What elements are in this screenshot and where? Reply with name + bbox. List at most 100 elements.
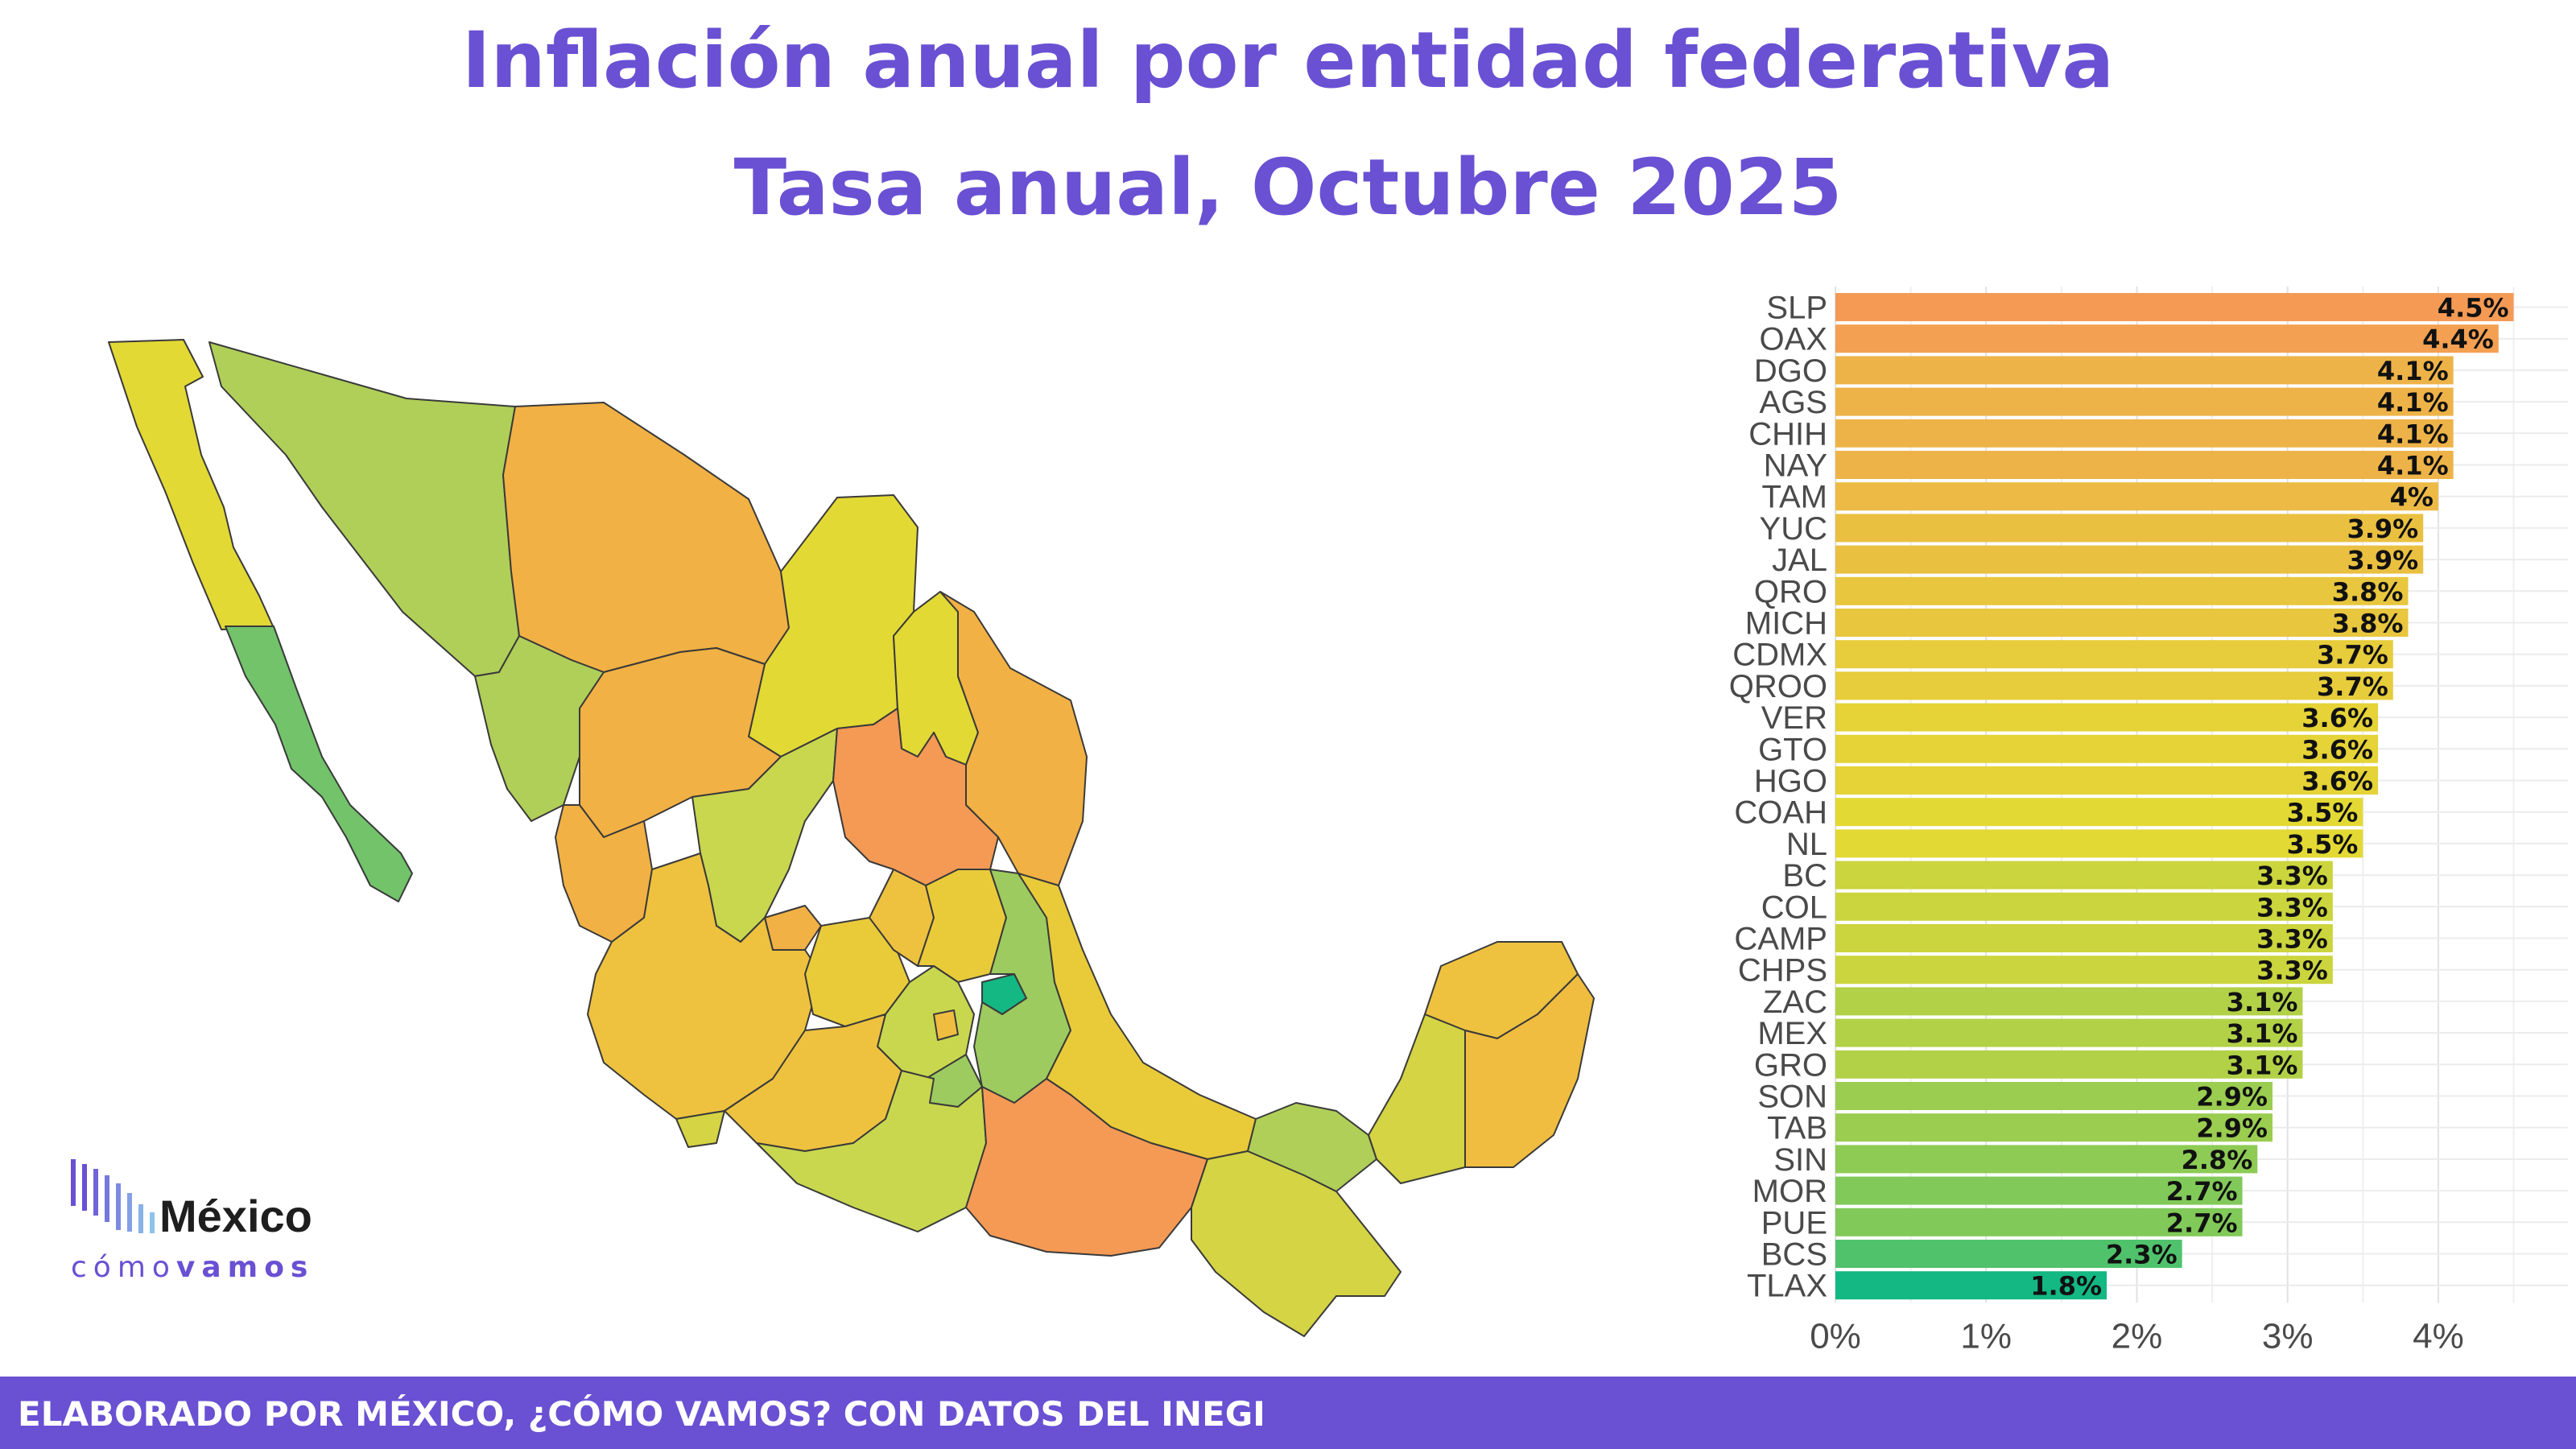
x-tick-label: 2% [2112,1316,2163,1356]
map-state-hgo [917,869,1007,983]
map-state-bcs [225,625,413,902]
value-label: 3.6% [2301,766,2373,797]
value-label: 3.1% [2227,987,2298,1018]
value-label: 3.7% [2317,640,2388,671]
mexico-como-vamos-logo: México cómovamos [71,1159,314,1284]
logo-word-mexico: México [159,1191,312,1241]
map-state-camp [1368,997,1466,1184]
inflation-bar-chart: SLPOAXDGOAGSCHIHNAYTAMYUCJALQROMICHCDMXQ… [1729,287,2568,1356]
x-tick-label: 0% [1810,1316,1861,1356]
category-label: NAY [1764,448,1827,484]
x-tick-label: 4% [2413,1316,2464,1356]
page-title: Inflación anual por entidad federativa [461,15,2115,105]
category-label: COL [1761,890,1827,925]
bar-zac [1835,987,2303,1016]
value-label: 2.9% [2196,1113,2268,1144]
bar-gro [1835,1050,2303,1079]
bar-sin [1835,1145,2258,1174]
category-label: MICH [1745,606,1827,642]
logo-word-como: cómo [71,1251,176,1284]
category-label: CAMP [1734,922,1827,957]
category-label: TLAX [1747,1269,1827,1304]
category-label: GTO [1758,732,1827,767]
x-tick-label: 1% [1960,1316,2012,1356]
bar-col [1835,892,2333,921]
bar-tlax [1835,1271,2107,1300]
value-label: 3.3% [2256,892,2328,923]
map-state-col [675,1110,725,1148]
bar-mich [1835,609,2409,637]
value-label: 3.8% [2332,609,2404,639]
value-label: 3.5% [2287,829,2359,860]
value-label: 4.5% [2438,293,2509,324]
logo-word-vamos: vamos [176,1251,314,1284]
category-label: BC [1782,858,1827,894]
value-label: 2.8% [2182,1145,2253,1175]
bar-slp [1835,293,2514,321]
category-label: CHPS [1738,953,1827,989]
bar-ags [1835,387,2454,416]
bar-dgo [1835,356,2454,385]
bar-tam [1835,482,2438,511]
value-label: 4.1% [2377,356,2449,386]
map-state-qroo [1464,973,1595,1168]
x-tick-label: 3% [2262,1316,2314,1356]
bar-pue [1835,1208,2243,1236]
category-label: SIN [1773,1142,1827,1178]
map-state-gro [756,1070,987,1232]
value-label: 2.7% [2166,1208,2238,1238]
category-label: AGS [1760,385,1827,420]
footer-credit: ELABORADO POR MÉXICO, ¿CÓMO VAMOS? CON D… [18,1394,1265,1434]
bar-oax [1835,324,2499,353]
category-label: SLP [1766,291,1827,326]
category-label: MEX [1757,1016,1827,1051]
bar-hgo [1835,766,2379,795]
bar-son [1835,1082,2273,1110]
footer-bar: ELABORADO POR MÉXICO, ¿CÓMO VAMOS? CON D… [0,1377,2576,1449]
bar-coah [1835,798,2363,827]
value-label: 3.6% [2301,703,2373,733]
value-label: 4.1% [2377,419,2449,449]
value-label: 4.1% [2377,451,2449,481]
category-label: CDMX [1732,638,1827,673]
value-label: 3.8% [2332,576,2404,607]
map-state-chih [502,402,790,673]
category-label: BCS [1761,1237,1827,1273]
value-label: 4.4% [2422,324,2494,355]
value-label: 1.8% [2030,1271,2102,1302]
value-label: 4.1% [2377,387,2449,418]
value-label: 3.7% [2317,671,2388,702]
category-label: ZAC [1763,985,1827,1020]
map-state-chps [1191,1150,1402,1337]
category-label: OAX [1760,322,1827,357]
mexico-map [108,339,1595,1337]
category-label: GRO [1754,1047,1827,1083]
category-label: VER [1761,700,1827,736]
value-label: 3.3% [2256,861,2328,891]
value-label: 3.6% [2301,734,2373,765]
value-label: 3.9% [2347,545,2418,576]
category-label: HGO [1754,764,1827,799]
category-label: DGO [1754,353,1827,389]
bar-jal [1835,545,2424,574]
value-label: 3.3% [2256,956,2328,986]
value-label: 3.3% [2256,924,2328,955]
bar-camp [1835,924,2333,952]
bar-nay [1835,451,2454,479]
category-label: MOR [1752,1174,1827,1209]
bar-tab [1835,1113,2273,1142]
value-label: 4% [2390,482,2434,513]
value-label: 2.9% [2196,1082,2268,1113]
value-label: 2.7% [2166,1176,2238,1207]
category-label: JAL [1772,543,1827,578]
map-state-slp [832,708,999,886]
bar-yuc [1835,514,2424,543]
category-label: TAM [1762,480,1827,515]
category-label: TAB [1767,1111,1827,1146]
category-label: YUC [1760,511,1827,547]
map-state-ags [764,905,822,951]
bar-mor [1835,1176,2243,1205]
value-label: 3.5% [2287,798,2359,828]
bar-nl [1835,829,2363,858]
category-label: CHIH [1748,416,1827,452]
